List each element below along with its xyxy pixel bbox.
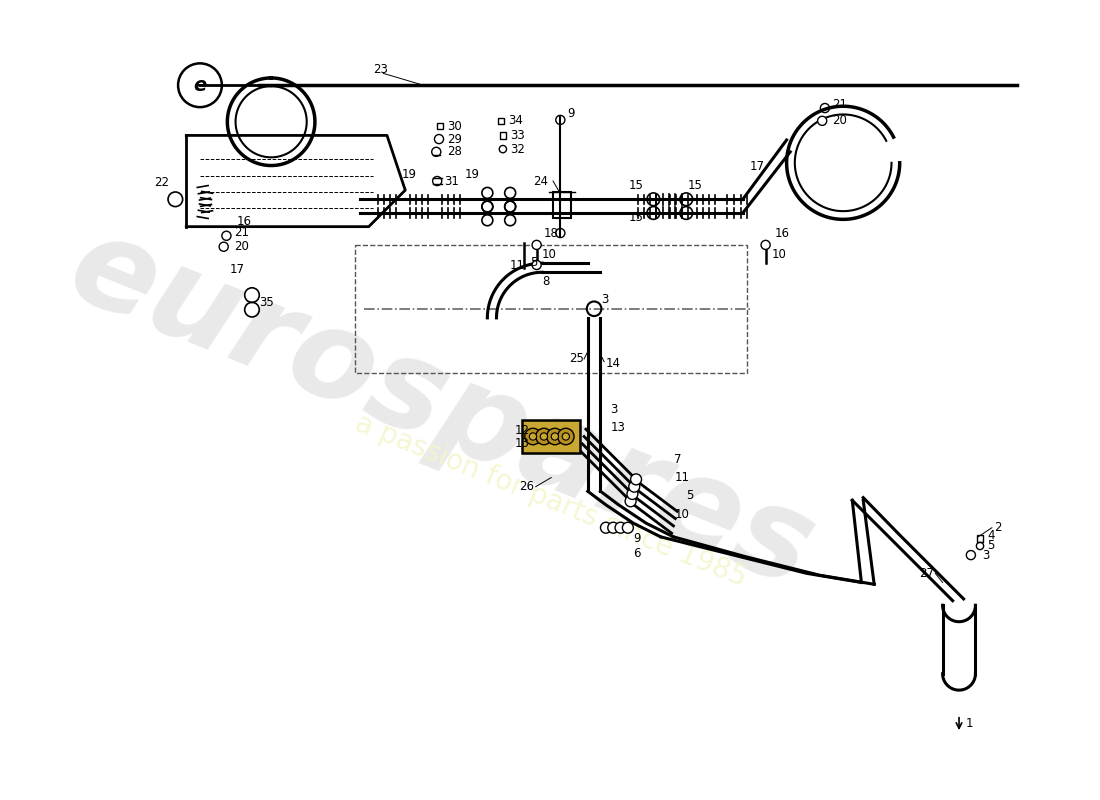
Circle shape xyxy=(532,261,541,270)
Circle shape xyxy=(529,433,537,440)
Text: e: e xyxy=(194,76,207,94)
Circle shape xyxy=(630,474,641,485)
Circle shape xyxy=(625,496,636,506)
Circle shape xyxy=(817,116,827,126)
Text: 19: 19 xyxy=(464,168,480,181)
Text: 4: 4 xyxy=(988,529,994,542)
Text: 19: 19 xyxy=(402,168,417,181)
Text: 3: 3 xyxy=(982,549,989,562)
Text: 14: 14 xyxy=(606,357,621,370)
Text: 24: 24 xyxy=(534,174,548,187)
Bar xyxy=(498,118,504,124)
Text: 9: 9 xyxy=(634,532,641,545)
Text: a passion for parts since 1985: a passion for parts since 1985 xyxy=(351,409,751,592)
Text: 15: 15 xyxy=(689,179,703,192)
Circle shape xyxy=(551,433,559,440)
Text: 35: 35 xyxy=(260,296,274,309)
Text: 16: 16 xyxy=(774,227,790,241)
Bar xyxy=(437,123,443,130)
Text: 6: 6 xyxy=(634,546,641,560)
Text: 21: 21 xyxy=(833,98,847,111)
Text: 17: 17 xyxy=(230,263,245,276)
Text: 15: 15 xyxy=(629,211,644,224)
Text: 27: 27 xyxy=(918,567,934,580)
Bar xyxy=(499,132,506,138)
Circle shape xyxy=(608,522,618,533)
Text: 3: 3 xyxy=(602,293,608,306)
Circle shape xyxy=(558,428,574,445)
Text: 20: 20 xyxy=(833,114,847,127)
Text: 16: 16 xyxy=(236,214,252,228)
Circle shape xyxy=(536,428,552,445)
Text: 23: 23 xyxy=(373,63,388,76)
Text: 11: 11 xyxy=(510,259,525,272)
Text: 20: 20 xyxy=(233,240,249,254)
Text: 17: 17 xyxy=(750,160,766,173)
Text: 12: 12 xyxy=(515,424,530,437)
Text: 32: 32 xyxy=(510,142,525,156)
Text: 10: 10 xyxy=(772,247,786,261)
Circle shape xyxy=(532,240,541,250)
Circle shape xyxy=(219,242,229,251)
Text: 10: 10 xyxy=(542,247,557,261)
Text: 10: 10 xyxy=(674,507,690,521)
Bar xyxy=(977,535,983,542)
Text: 21: 21 xyxy=(233,226,249,238)
Text: 13: 13 xyxy=(610,421,626,434)
Text: eurospares: eurospares xyxy=(53,205,830,614)
Text: 11: 11 xyxy=(674,471,690,484)
Text: 31: 31 xyxy=(444,174,460,187)
Bar xyxy=(522,420,581,453)
Circle shape xyxy=(629,481,640,492)
Text: 26: 26 xyxy=(519,480,535,493)
Text: 28: 28 xyxy=(448,146,462,158)
Text: 29: 29 xyxy=(448,133,462,146)
Text: 5: 5 xyxy=(686,490,694,502)
Text: 30: 30 xyxy=(448,120,462,133)
Text: 22: 22 xyxy=(154,176,169,190)
Text: 33: 33 xyxy=(510,129,525,142)
Text: 3: 3 xyxy=(610,402,618,416)
Text: 13: 13 xyxy=(515,438,529,450)
Text: 9: 9 xyxy=(568,107,575,120)
Circle shape xyxy=(547,428,563,445)
Text: 8: 8 xyxy=(542,275,550,288)
Circle shape xyxy=(627,489,638,499)
Text: 25: 25 xyxy=(570,353,584,366)
Circle shape xyxy=(761,240,770,250)
Text: 34: 34 xyxy=(508,114,524,127)
Text: 1: 1 xyxy=(966,718,972,730)
Bar xyxy=(553,192,571,218)
Circle shape xyxy=(615,522,626,533)
Text: 7: 7 xyxy=(674,453,682,466)
Circle shape xyxy=(525,428,541,445)
Text: 18: 18 xyxy=(543,227,559,241)
Circle shape xyxy=(601,522,612,533)
Text: 2: 2 xyxy=(993,522,1001,534)
Circle shape xyxy=(562,433,570,440)
Circle shape xyxy=(540,433,548,440)
Text: 5: 5 xyxy=(530,256,538,269)
Text: 15: 15 xyxy=(629,179,644,192)
Text: 5: 5 xyxy=(988,539,994,553)
Circle shape xyxy=(623,522,634,533)
